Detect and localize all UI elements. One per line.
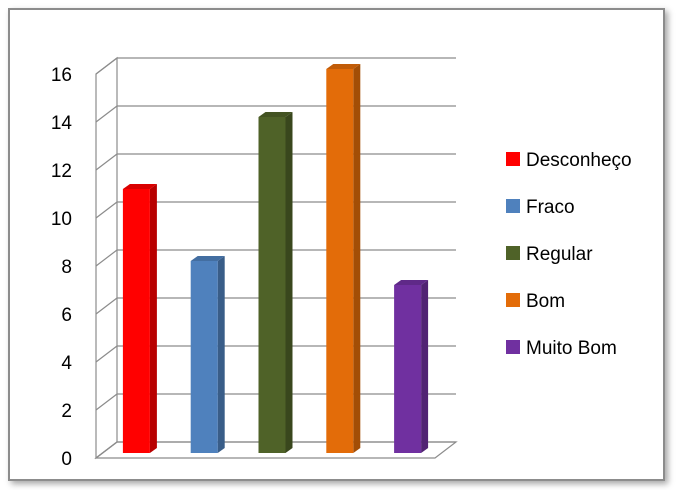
y-tick-label: 2 [61, 401, 72, 422]
legend-swatch [506, 340, 520, 354]
bar-side [217, 256, 225, 453]
bar-top [394, 280, 429, 285]
legend-label: Muito Bom [526, 338, 617, 359]
legend-item-desconheco: Desconheço [506, 150, 632, 171]
bar-side [149, 184, 157, 453]
gridline-side [95, 249, 118, 267]
bar-muito-bom [394, 280, 429, 453]
bar-front [122, 189, 150, 453]
bar-front [394, 285, 422, 453]
bar-fraco [190, 256, 225, 453]
y-tick-label: 6 [61, 305, 72, 326]
gridline-side [95, 345, 118, 363]
bar-regular [258, 112, 293, 453]
legend-item-muito-bom: Muito Bom [506, 338, 617, 359]
legend-label: Bom [526, 291, 565, 312]
legend-swatch [506, 246, 520, 260]
bar-desconhe-o [122, 184, 157, 453]
bar-front [326, 69, 354, 453]
bar-front [258, 117, 286, 453]
y-axis-ticks: 0 2 4 6 8 10 12 14 16 [51, 65, 73, 470]
legend-item-bom: Bom [506, 291, 565, 312]
legend-item-fraco: Fraco [506, 197, 575, 218]
y-tick-label: 14 [51, 113, 73, 134]
legend-swatch [506, 152, 520, 166]
gridline-side [95, 393, 118, 411]
legend: Desconheço Fraco Regular Bom Muito Bom [506, 150, 632, 359]
bar-side [421, 280, 429, 453]
bar-top [190, 256, 225, 261]
bar-top [326, 64, 361, 69]
y-tick-label: 12 [51, 161, 72, 182]
legend-label: Fraco [526, 197, 575, 218]
legend-item-regular: Regular [506, 244, 593, 265]
gridline-side [95, 57, 118, 75]
y-tick-label: 0 [61, 449, 72, 470]
gridline-side [95, 105, 118, 123]
bar-side [285, 112, 293, 453]
bar-bom [326, 64, 361, 453]
bar-side [353, 64, 361, 453]
gridline-side [95, 153, 118, 171]
legend-label: Desconheço [526, 150, 632, 171]
y-tick-label: 4 [61, 353, 72, 374]
y-tick-label: 8 [61, 257, 72, 278]
gridline-side [95, 441, 118, 459]
bar-front [190, 261, 218, 453]
legend-label: Regular [526, 244, 593, 265]
bar-top [122, 184, 157, 189]
bars [122, 64, 429, 453]
gridline-side [95, 297, 118, 315]
legend-swatch [506, 199, 520, 213]
y-tick-label: 10 [51, 209, 72, 230]
gridline-side [95, 201, 118, 219]
legend-swatch [506, 293, 520, 307]
y-tick-label: 16 [51, 65, 72, 86]
bar-top [258, 112, 293, 117]
